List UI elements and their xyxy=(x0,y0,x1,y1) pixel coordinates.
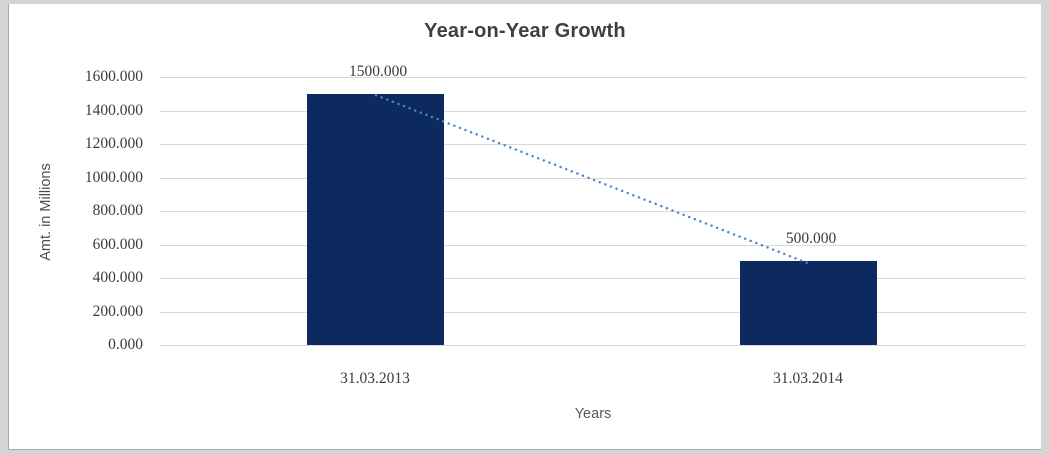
gridline xyxy=(160,77,1026,78)
y-tick-label: 0.000 xyxy=(108,336,143,353)
category-label: 31.03.2013 xyxy=(340,370,410,387)
y-tick-label: 600.000 xyxy=(92,235,143,253)
y-tick-label: 200.000 xyxy=(92,302,143,320)
y-tick-label: 800.000 xyxy=(92,202,143,219)
bar xyxy=(739,261,877,345)
bar-data-label: 500.000 xyxy=(785,230,837,248)
x-axis-title: Years xyxy=(574,406,612,422)
gridline xyxy=(160,177,1026,179)
y-axis-title: Amt. in Millions xyxy=(38,163,54,261)
category-label: 31.03.2014 xyxy=(773,370,843,387)
y-tick-label: 1600.000 xyxy=(84,68,143,85)
gridline xyxy=(160,144,1026,145)
gridline xyxy=(160,311,1026,313)
chart-title: Year-on-Year Growth xyxy=(424,20,626,42)
bar xyxy=(306,93,444,345)
gridline xyxy=(160,345,1026,346)
y-tick-label: 1200.000 xyxy=(84,135,143,152)
gridline xyxy=(160,244,1026,246)
gridline xyxy=(160,278,1026,279)
y-tick-label: 1400.000 xyxy=(84,101,143,119)
y-tick-label: 1000.000 xyxy=(84,168,143,186)
bar-data-label: 1500.000 xyxy=(348,62,408,80)
chart-canvas: 0.000 200.000 400.000 600.000 800.000 1000.00… xyxy=(8,4,1041,450)
gridline xyxy=(160,110,1026,112)
gridline xyxy=(160,211,1026,212)
y-tick-label: 400.000 xyxy=(92,269,143,286)
plot-area: 0.000 200.000 400.000 600.000 800.000 1000.00… xyxy=(9,4,1041,449)
